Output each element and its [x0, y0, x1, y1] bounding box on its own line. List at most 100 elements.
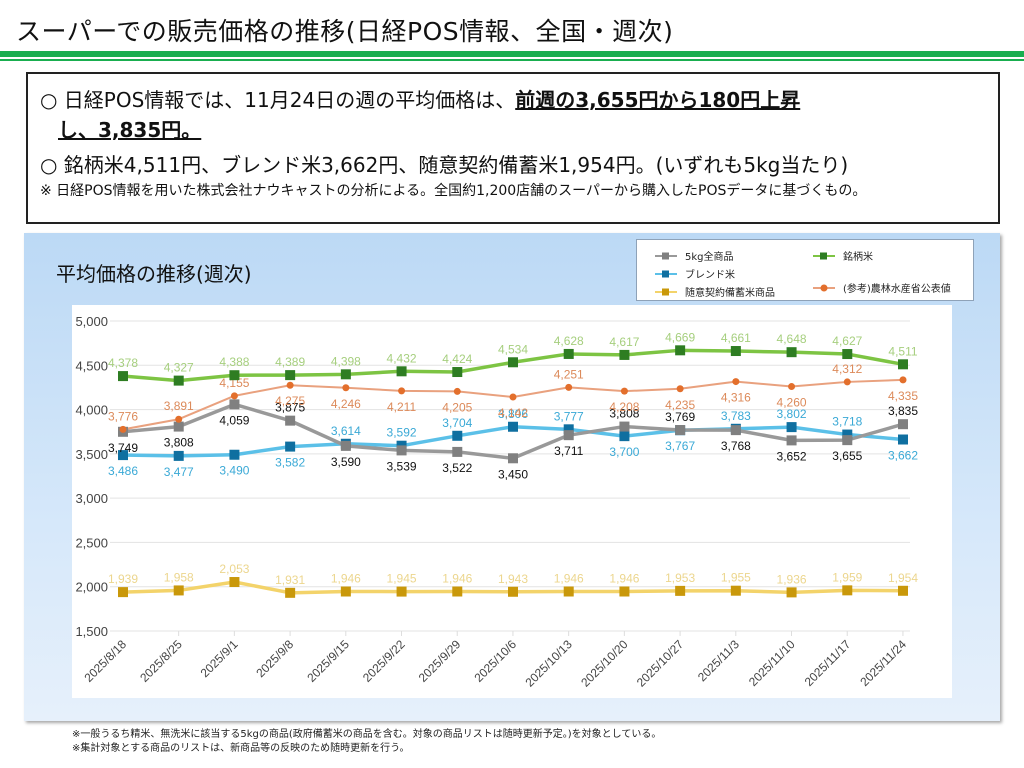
data-label: 3,808 — [164, 436, 194, 450]
data-point — [173, 450, 184, 461]
footnotes: ※一般うるち精米、無洗米に該当する5kgの商品(政府備蓄米の商品を含む。対象の商… — [72, 728, 661, 756]
data-label: 1,959 — [832, 570, 862, 584]
data-label: 3,783 — [721, 409, 751, 423]
data-label: 4,155 — [219, 376, 249, 390]
legend-label: 銘柄米 — [843, 252, 873, 263]
y-tick-label: 3,500 — [75, 447, 108, 462]
data-point — [452, 446, 463, 457]
legend-swatch-blend-rice — [655, 270, 677, 277]
data-label: 1,946 — [442, 571, 472, 585]
data-label: 1,943 — [498, 572, 528, 586]
data-label: 1,946 — [554, 571, 584, 585]
data-point — [229, 399, 240, 410]
data-point — [452, 586, 463, 597]
data-label: 3,718 — [832, 415, 862, 429]
x-tick-label: 2025/11/24 — [857, 637, 909, 689]
summary-line-1: ○ 日経POS情報では、11月24日の週の平均価格は、前週の3,655円から18… — [40, 84, 800, 113]
data-point — [563, 586, 574, 597]
data-label: 3,704 — [442, 416, 472, 430]
data-label: 3,662 — [888, 449, 918, 463]
data-label: 4,534 — [498, 342, 528, 356]
data-point — [898, 419, 908, 430]
data-label: 3,477 — [164, 465, 194, 479]
data-label: 3,768 — [721, 439, 751, 453]
data-label: 3,802 — [777, 407, 807, 421]
data-point — [675, 345, 686, 356]
data-point — [898, 585, 908, 596]
data-label: 1,953 — [665, 571, 695, 585]
chart-panel: 平均価格の推移(週次) 5kg全商品 ブレンド米 随意契約備蓄米商品 銘柄米 (… — [24, 233, 1000, 721]
data-label: 1,954 — [888, 571, 918, 585]
data-point — [173, 421, 184, 432]
y-tick-label: 3,000 — [75, 491, 108, 506]
data-label: 1,936 — [777, 572, 807, 586]
data-label: 3,875 — [275, 401, 305, 415]
data-point — [342, 384, 350, 392]
data-point — [340, 369, 351, 380]
data-point — [675, 425, 686, 436]
data-point — [398, 387, 406, 395]
data-point — [340, 586, 351, 597]
data-point — [396, 445, 407, 456]
data-point — [508, 357, 518, 368]
legend-swatch-stockpile-rice — [655, 288, 677, 295]
y-tick-label: 5,000 — [75, 314, 108, 329]
data-label: 4,389 — [275, 355, 305, 369]
summary-line-1-text: ○ 日経POS情報では、11月24日の週の平均価格は、 — [40, 88, 516, 112]
data-point — [899, 376, 907, 384]
x-tick-label: 2025/9/8 — [253, 637, 296, 680]
data-point — [786, 587, 797, 598]
data-point — [230, 392, 238, 400]
data-label: 1,939 — [108, 572, 138, 586]
data-label: 3,700 — [609, 445, 639, 459]
data-label: 3,776 — [108, 409, 138, 423]
data-point — [619, 421, 630, 432]
data-point — [563, 348, 574, 359]
legend-swatch-brand-rice — [813, 252, 835, 259]
x-tick-label: 2025/8/18 — [81, 637, 129, 685]
data-point — [619, 431, 630, 442]
x-tick-label: 2025/10/27 — [634, 637, 687, 690]
summary-source-note: ※ 日経POS情報を用いた株式会社ナウキャストの分析による。全国約1,200店舗… — [40, 183, 867, 199]
data-label: 3,777 — [554, 409, 584, 423]
data-point — [173, 585, 184, 596]
footnote-1: ※一般うるち精米、無洗米に該当する5kgの商品(政府備蓄米の商品を含む。対象の商… — [72, 729, 662, 740]
data-point — [118, 371, 128, 382]
data-label: 3,490 — [219, 464, 249, 478]
data-label: 4,059 — [219, 413, 249, 427]
data-point — [229, 449, 240, 460]
data-label: 3,582 — [275, 456, 305, 470]
data-label: 3,655 — [832, 449, 862, 463]
data-label: 3,592 — [387, 426, 417, 440]
data-point — [229, 577, 240, 588]
data-label: 4,424 — [442, 352, 472, 366]
x-tick-label: 2025/11/10 — [746, 637, 798, 689]
legend-swatch-all-products — [655, 252, 677, 259]
data-point — [173, 375, 184, 386]
y-tick-label: 1,500 — [75, 624, 108, 639]
data-label: 3,808 — [609, 407, 639, 421]
y-tick-label: 4,500 — [75, 358, 108, 373]
data-point — [285, 370, 296, 381]
data-label: 3,450 — [498, 467, 528, 481]
x-tick-label: 2025/8/25 — [137, 637, 185, 685]
legend-item-maff-reference: (参考)農林水産省公表値 — [813, 280, 951, 295]
data-label: 3,806 — [498, 407, 528, 421]
data-point — [619, 586, 630, 597]
data-label: 4,205 — [442, 400, 472, 414]
data-label: 1,945 — [387, 572, 417, 586]
data-point — [285, 415, 296, 426]
data-label: 4,648 — [777, 332, 807, 346]
summary-line-2: ○ 銘柄米4,511円、ブレンド米3,662円、随意契約備蓄米1,954円。(い… — [40, 153, 849, 177]
data-label: 4,511 — [888, 344, 917, 358]
data-point — [788, 383, 796, 391]
data-label: 3,522 — [442, 461, 472, 475]
data-point — [786, 347, 797, 358]
legend-item-brand-rice: 銘柄米 — [813, 248, 873, 263]
data-point — [732, 378, 740, 386]
data-point — [843, 378, 851, 386]
legend-item-blend-rice: ブレンド米 — [655, 266, 735, 281]
data-label: 4,378 — [108, 356, 138, 370]
data-label: 4,669 — [665, 330, 695, 344]
data-label: 4,627 — [832, 334, 862, 348]
